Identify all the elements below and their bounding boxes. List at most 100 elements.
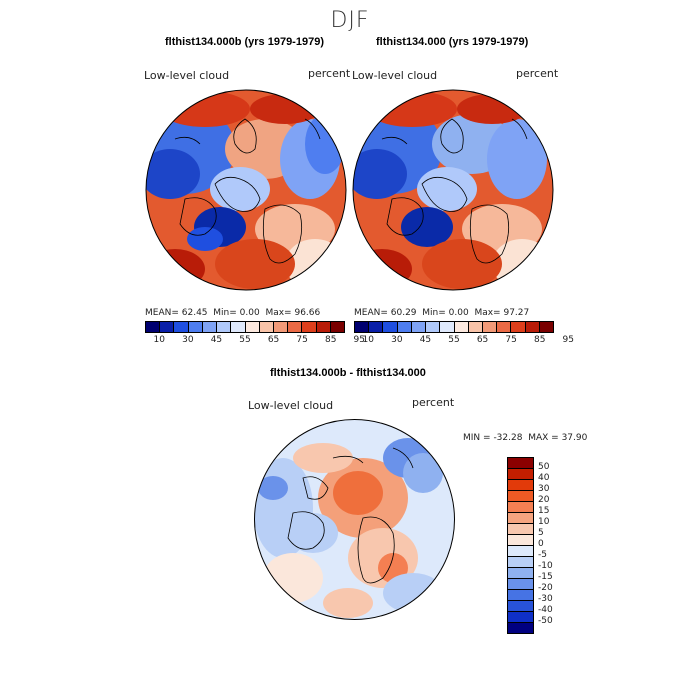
left-colorbar-tick: 55: [239, 335, 251, 345]
diff-colorbar: [507, 457, 534, 634]
diff-colorbar-tick: 20: [538, 495, 550, 505]
left-colorbar-swatch: [330, 322, 345, 332]
left-colorbar-swatch: [202, 322, 218, 332]
left-colorbar-swatch: [302, 322, 317, 332]
right-colorbar-tick: 85: [533, 335, 546, 345]
right-max-value: 97.27: [503, 308, 530, 318]
diff-min-label: MIN =: [463, 433, 491, 443]
left-colorbar-swatch: [217, 322, 232, 332]
diff-colorbar-tick: -5: [538, 550, 547, 560]
right-colorbar-tick: 30: [391, 335, 403, 345]
left-colorbar-swatch: [273, 322, 289, 332]
right-colorbar-swatch: [511, 322, 526, 332]
left-colorbar-swatch: [259, 322, 274, 332]
right-max-label: Max=: [474, 308, 501, 318]
left-mean-value: 62.45: [181, 308, 208, 318]
right-colorbar-tick: 55: [448, 335, 460, 345]
diff-colorbar-swatch: [508, 513, 533, 524]
diff-colorbar-tick: -30: [538, 594, 553, 604]
diff-colorbar-tick: 30: [538, 484, 550, 494]
left-mean-label: MEAN=: [145, 308, 179, 318]
right-colorbar: [354, 321, 554, 333]
diff-colorbar-tick: 0: [538, 539, 544, 549]
diff-polar-map: [254, 419, 455, 620]
diff-colorbar-swatch: [508, 502, 533, 513]
right-mean-value: 60.29: [390, 308, 417, 318]
right-min-value: 0.00: [448, 308, 469, 318]
diff-colorbar-tick: 5: [538, 528, 544, 538]
diff-colorbar-swatch: [508, 601, 533, 612]
right-units-label: percent: [516, 67, 559, 80]
diff-colorbar-swatch: [508, 524, 533, 535]
left-colorbar-swatch: [245, 322, 260, 332]
left-colorbar-tick: 65: [267, 335, 280, 345]
left-stats: MEAN= 62.45 Min= 0.00 Max= 96.66: [145, 308, 320, 318]
left-colorbar-swatch: [174, 322, 189, 332]
diff-stats: MIN = -32.28 MAX = 37.90: [463, 433, 587, 443]
diff-colorbar-swatch: [508, 491, 533, 502]
right-colorbar-ticks: 10 30 45 55 65 75 85 95: [354, 335, 574, 347]
left-panel-title: flthist134.000b (yrs 1979-1979): [165, 36, 324, 48]
left-colorbar-swatch: [146, 322, 161, 332]
right-colorbar-swatch: [355, 322, 370, 332]
left-colorbar-tick: 95: [353, 335, 365, 345]
left-colorbar-swatch: [188, 322, 203, 332]
right-polar-map: [352, 89, 554, 291]
right-colorbar-swatch: [482, 322, 498, 332]
diff-max-value: 37.90: [561, 433, 588, 443]
right-colorbar-tick: 75: [505, 335, 517, 345]
right-panel-title: flthist134.000 (yrs 1979-1979): [376, 36, 529, 48]
diff-colorbar-tick: -40: [538, 605, 553, 615]
diff-colorbar-swatch: [508, 590, 533, 601]
right-min-label: Min=: [422, 308, 446, 318]
diff-colorbar-swatch: [508, 612, 533, 623]
left-min-label: Min=: [213, 308, 237, 318]
left-max-value: 96.66: [294, 308, 321, 318]
diff-units-label: percent: [412, 396, 455, 409]
diff-colorbar-swatch: [508, 557, 533, 568]
right-colorbar-tick: 65: [476, 335, 489, 345]
right-colorbar-swatch: [440, 322, 455, 332]
diff-colorbar-swatch: [508, 480, 533, 491]
right-colorbar-tick: 10: [362, 335, 374, 345]
right-mean-label: MEAN=: [354, 308, 388, 318]
right-colorbar-swatch: [539, 322, 554, 332]
left-colorbar: [145, 321, 345, 333]
right-colorbar-swatch: [525, 322, 540, 332]
right-colorbar-swatch: [454, 322, 469, 332]
right-colorbar-swatch: [426, 322, 441, 332]
right-colorbar-swatch: [383, 322, 398, 332]
left-max-label: Max=: [265, 308, 292, 318]
diff-colorbar-tick: -50: [538, 616, 553, 626]
left-colorbar-tick: 45: [210, 335, 223, 345]
diff-colorbar-tick: -10: [538, 561, 553, 571]
left-colorbar-swatch: [160, 322, 175, 332]
left-colorbar-ticks: 10 30 45 55 65 75 85 95: [145, 335, 365, 347]
diff-colorbar-tick: 10: [538, 517, 550, 527]
diff-colorbar-tick: 40: [538, 473, 550, 483]
diff-max-label: MAX =: [528, 433, 559, 443]
right-colorbar-swatch: [497, 322, 512, 332]
left-colorbar-swatch: [288, 322, 303, 332]
diff-colorbar-ticks: 50 40 30 20 15 10 5 0 -5 -10 -15 -20 -30 -40 -50: [538, 462, 568, 627]
diff-colorbar-swatch: [508, 458, 533, 469]
diff-colorbar-tick: -15: [538, 572, 553, 582]
left-colorbar-tick: 85: [324, 335, 337, 345]
right-stats: MEAN= 60.29 Min= 0.00 Max= 97.27: [354, 308, 529, 318]
left-colorbar-swatch: [231, 322, 246, 332]
right-colorbar-swatch: [397, 322, 412, 332]
left-polar-map: [145, 89, 347, 291]
diff-colorbar-swatch: [508, 535, 533, 546]
diff-min-value: -32.28: [493, 433, 523, 443]
diff-panel-title: flthist134.000b - flthist134.000: [270, 367, 426, 379]
diff-colorbar-swatch: [508, 568, 533, 579]
diff-colorbar-swatch: [508, 546, 533, 557]
right-colorbar-swatch: [369, 322, 384, 332]
left-min-value: 0.00: [239, 308, 260, 318]
left-colorbar-swatch: [316, 322, 331, 332]
right-field-label: Low-level cloud: [352, 69, 438, 82]
left-units-label: percent: [308, 67, 351, 80]
right-colorbar-swatch: [468, 322, 483, 332]
diff-colorbar-tick: -20: [538, 583, 553, 593]
season-title: DJF: [330, 8, 370, 33]
